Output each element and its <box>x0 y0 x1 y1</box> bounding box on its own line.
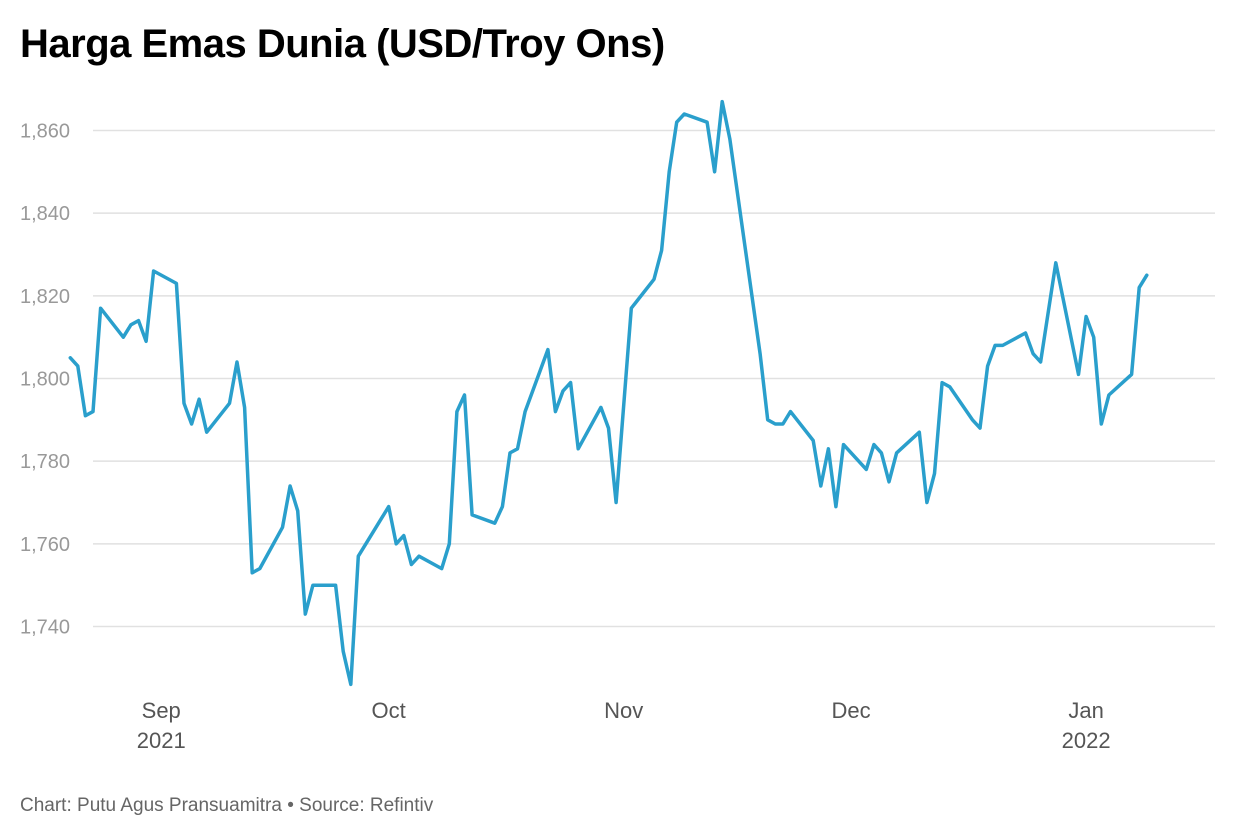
y-tick-label: 1,840 <box>20 203 70 225</box>
gridlines <box>93 129 1215 628</box>
chart-footer: Chart: Putu Agus Pransuamitra • Source: … <box>20 795 433 817</box>
chart-author: Chart: Putu Agus Pransuamitra <box>20 795 282 816</box>
y-tick-label: 1,740 <box>20 617 70 639</box>
x-tick-year-label: 2021 <box>137 728 186 753</box>
y-tick-label: 1,860 <box>20 121 70 143</box>
y-tick-label: 1,760 <box>20 534 70 556</box>
plot-area <box>68 99 1149 687</box>
chart-title: Harga Emas Dunia (USD/Troy Ons) <box>20 22 665 66</box>
x-axis: Sep 2021 Oct Nov Dec Jan 2022 <box>137 698 1111 753</box>
x-tick-label: Sep <box>142 698 181 723</box>
x-tick-label: Dec <box>832 698 871 723</box>
y-tick-label: 1,780 <box>20 451 70 473</box>
x-tick-label: Nov <box>604 698 643 723</box>
y-tick-label: 1,820 <box>20 286 70 308</box>
x-tick-year-label: 2022 <box>1062 728 1111 753</box>
series-line <box>68 99 1149 687</box>
y-axis: 1,740 1,760 1,780 1,800 1,820 1,840 1,860 <box>20 121 70 639</box>
x-tick-label: Jan <box>1068 698 1103 723</box>
x-tick-label: Oct <box>372 698 406 723</box>
line-chart: 1,740 1,760 1,780 1,800 1,820 1,840 1,860 Sep 2… <box>20 99 1215 753</box>
y-tick-label: 1,800 <box>20 369 70 391</box>
footer-separator: • <box>287 795 294 816</box>
chart-source: Source: Refintiv <box>299 795 434 816</box>
